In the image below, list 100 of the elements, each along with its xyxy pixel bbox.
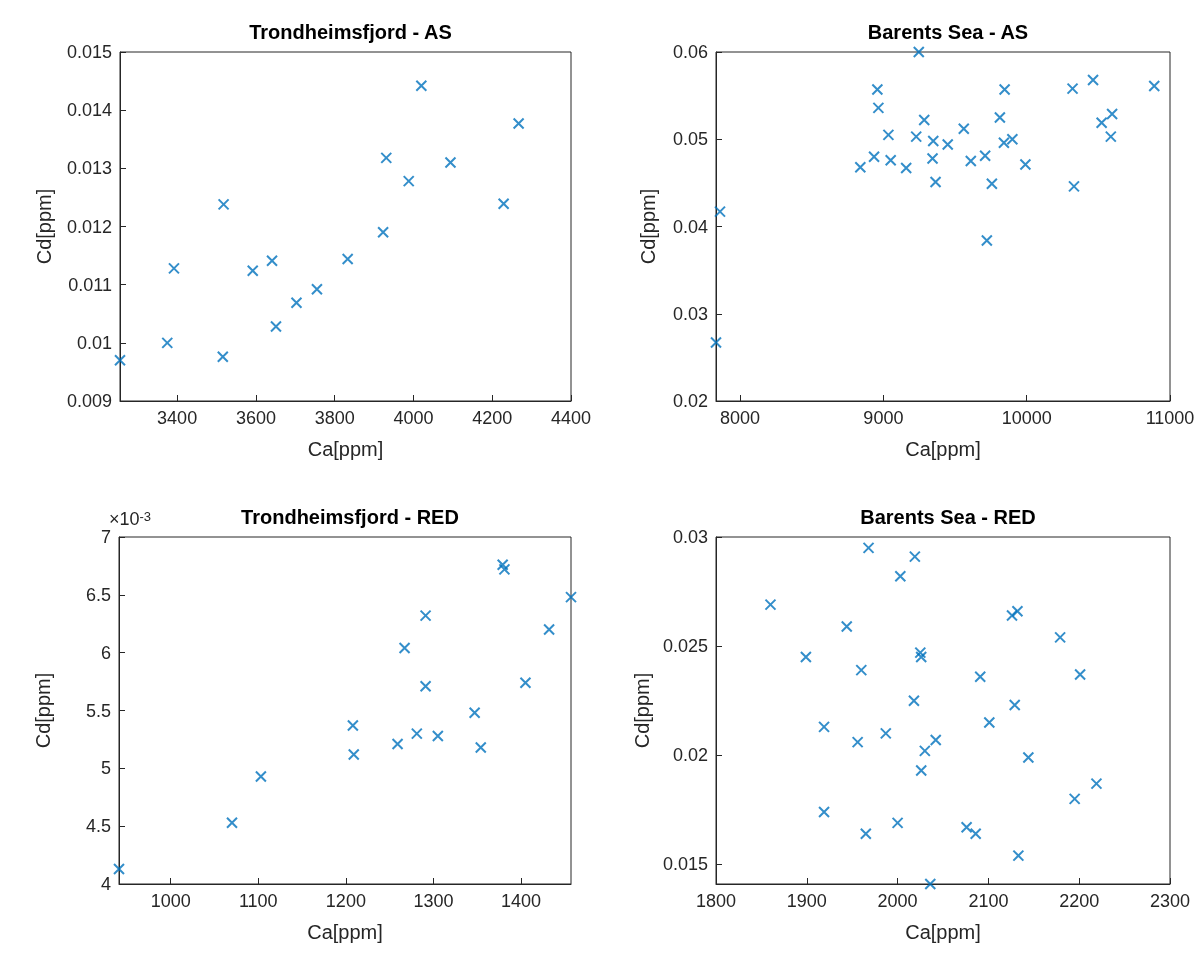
x-axis-title: Ca[ppm]	[307, 438, 384, 460]
y-tick-label: 0.012	[66, 216, 112, 237]
point	[347, 748, 360, 761]
point	[290, 296, 303, 309]
point	[980, 234, 993, 247]
x-tick-label: 1900	[786, 891, 827, 911]
point	[924, 878, 937, 890]
point	[974, 670, 987, 683]
y-tick-label: 0.03	[672, 527, 708, 547]
point	[167, 262, 180, 275]
point	[1011, 605, 1024, 618]
point	[998, 83, 1011, 96]
point	[894, 570, 907, 583]
point	[1068, 792, 1081, 805]
x-axis-title: Ca[ppm]	[905, 438, 981, 460]
point	[431, 729, 444, 742]
point	[398, 642, 411, 655]
y-tick-label: 0.025	[662, 636, 708, 657]
point	[161, 336, 174, 349]
point	[862, 541, 875, 554]
point	[927, 134, 940, 147]
y-tick-label: 0.013	[66, 158, 112, 179]
point	[872, 101, 885, 114]
point	[908, 550, 921, 563]
point	[380, 151, 393, 164]
y-tick-label: 0.015	[662, 854, 708, 875]
point	[918, 744, 931, 757]
point	[1006, 609, 1019, 622]
y-tick-label: 0.05	[672, 129, 708, 150]
x-tick-label: 2200	[1059, 891, 1100, 911]
point	[941, 138, 954, 151]
y-tick-label: 0.04	[672, 216, 708, 237]
point	[993, 111, 1006, 124]
point	[512, 117, 525, 130]
point	[882, 128, 895, 141]
point	[964, 155, 977, 168]
point	[929, 176, 942, 188]
point	[969, 827, 982, 840]
point	[113, 862, 125, 875]
x-tick-label: 1800	[695, 891, 737, 911]
point	[226, 816, 238, 829]
point	[983, 716, 996, 729]
point	[764, 598, 777, 611]
point	[868, 150, 881, 163]
x-tick-label: 10000	[1001, 408, 1052, 428]
point	[419, 609, 432, 622]
y-tick-label: 0.009	[66, 391, 112, 411]
point	[410, 727, 423, 740]
point	[915, 651, 928, 664]
y-tick-label: 5.5	[85, 700, 111, 721]
point	[1087, 73, 1100, 86]
point	[979, 149, 992, 162]
point	[377, 226, 390, 239]
point	[254, 770, 267, 783]
point	[854, 161, 867, 174]
x-tick-label: 2100	[968, 891, 1009, 911]
point	[415, 79, 428, 92]
point	[957, 122, 970, 135]
point	[926, 152, 939, 165]
chart-title: Barents Sea - AS	[867, 21, 1029, 43]
y-tick-label: 0.02	[672, 391, 708, 411]
point	[818, 805, 831, 818]
x-tick-label: 4400	[550, 408, 592, 428]
y-tick-label: 0.011	[68, 274, 112, 295]
y-axis-title: Cd[ppm]	[637, 188, 659, 265]
point	[914, 646, 927, 659]
y-axis-title: Cd[ppm]	[631, 672, 654, 749]
x-axis-title: Ca[ppm]	[905, 921, 981, 943]
point	[799, 651, 812, 664]
x-tick-label: 11000	[1145, 408, 1195, 428]
point	[474, 741, 487, 754]
x-tick-label: 3600	[235, 408, 276, 428]
point	[818, 720, 831, 733]
point	[1095, 116, 1108, 129]
x-tick-label: 3800	[314, 408, 355, 428]
point	[346, 719, 359, 732]
point	[1104, 130, 1117, 143]
x-tick-label: 2000	[877, 891, 918, 911]
point	[1106, 107, 1119, 120]
x-tick-label: 1000	[150, 891, 191, 911]
y-tick-label: 0.01	[76, 332, 112, 353]
point	[910, 130, 923, 143]
x-tick-label: 1300	[413, 891, 454, 911]
point	[269, 320, 282, 333]
y-tick-label: 0.03	[672, 303, 708, 324]
point	[1067, 180, 1080, 193]
point	[884, 154, 897, 167]
point	[1019, 158, 1032, 171]
point	[217, 198, 230, 211]
point	[216, 350, 229, 363]
point	[1066, 82, 1079, 95]
point	[900, 162, 913, 175]
y-tick-label: 6.5	[85, 584, 111, 605]
y-tick-label: 5	[100, 758, 111, 779]
point	[851, 736, 864, 749]
x-tick-label: 8000	[720, 408, 761, 428]
point	[419, 680, 432, 693]
point	[402, 175, 415, 188]
point	[246, 264, 259, 277]
point	[497, 197, 510, 210]
